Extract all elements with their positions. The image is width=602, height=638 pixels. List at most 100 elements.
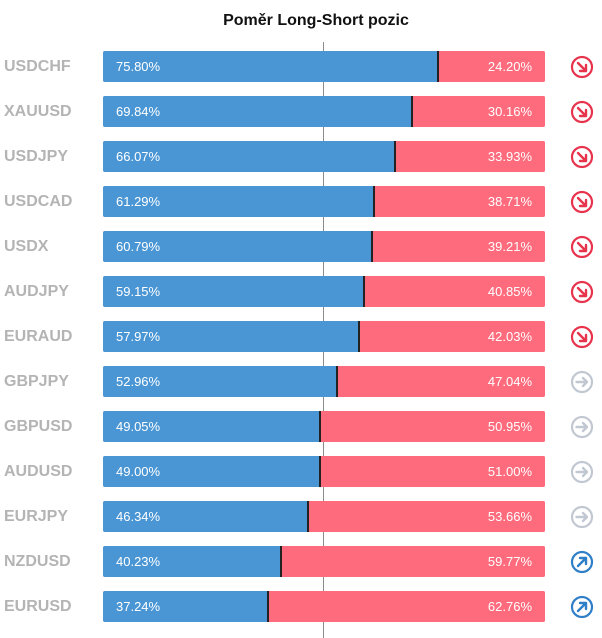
- ratio-row: EURAUD 57.97% 42.03%: [0, 321, 602, 352]
- pair-label: EURJPY: [4, 508, 69, 525]
- arrow-down-right-circle-icon: [570, 280, 594, 304]
- ratio-divider: [336, 366, 338, 397]
- long-percent: 60.79%: [116, 239, 161, 254]
- pair-label: USDJPY: [4, 148, 69, 165]
- ratio-divider: [411, 96, 413, 127]
- short-percent: 33.93%: [487, 149, 532, 164]
- long-percent: 69.84%: [116, 104, 161, 119]
- ratio-bar: 37.24% 62.76%: [103, 591, 545, 622]
- ratio-bar: 49.05% 50.95%: [103, 411, 545, 442]
- arrow-right-circle-icon: [570, 415, 594, 439]
- short-segment: [395, 141, 545, 172]
- pair-label: USDCHF: [4, 58, 71, 75]
- ratio-bar: 52.96% 47.04%: [103, 366, 545, 397]
- short-segment: [374, 186, 545, 217]
- long-segment: [103, 51, 438, 82]
- long-segment: [103, 276, 364, 307]
- long-percent: 40.23%: [116, 554, 161, 569]
- long-percent: 59.15%: [116, 284, 161, 299]
- ratio-divider: [307, 501, 309, 532]
- long-segment: [103, 231, 372, 262]
- ratio-row: EURUSD 37.24% 62.76%: [0, 591, 602, 622]
- long-percent: 61.29%: [116, 194, 161, 209]
- ratio-bar: 75.80% 24.20%: [103, 51, 545, 82]
- long-segment: [103, 546, 281, 577]
- short-percent: 51.00%: [487, 464, 532, 479]
- long-segment: [103, 141, 395, 172]
- short-percent: 59.77%: [487, 554, 532, 569]
- pair-label: USDCAD: [4, 193, 73, 210]
- short-segment: [268, 591, 545, 622]
- long-segment: [103, 501, 308, 532]
- ratio-row: USDCAD 61.29% 38.71%: [0, 186, 602, 217]
- ratio-bar: 40.23% 59.77%: [103, 546, 545, 577]
- ratio-bar: 69.84% 30.16%: [103, 96, 545, 127]
- arrow-right-circle-icon: [570, 505, 594, 529]
- ratio-bar: 46.34% 53.66%: [103, 501, 545, 532]
- short-segment: [320, 411, 545, 442]
- ratio-bar: 61.29% 38.71%: [103, 186, 545, 217]
- short-percent: 24.20%: [487, 59, 532, 74]
- chart-title: Poměr Long-Short pozic: [223, 12, 409, 29]
- short-percent: 62.76%: [487, 599, 532, 614]
- short-segment: [364, 276, 545, 307]
- pair-label: GBPUSD: [4, 418, 73, 435]
- ratio-row: NZDUSD 40.23% 59.77%: [0, 546, 602, 577]
- ratio-bar: 60.79% 39.21%: [103, 231, 545, 262]
- arrow-up-right-circle-icon: [570, 550, 594, 574]
- short-percent: 38.71%: [487, 194, 532, 209]
- long-segment: [103, 96, 412, 127]
- ratio-bar: 66.07% 33.93%: [103, 141, 545, 172]
- pair-label: AUDUSD: [4, 463, 73, 480]
- short-percent: 30.16%: [487, 104, 532, 119]
- short-percent: 40.85%: [487, 284, 532, 299]
- ratio-row: XAUUSD 69.84% 30.16%: [0, 96, 602, 127]
- pair-label: XAUUSD: [4, 103, 72, 120]
- arrow-down-right-circle-icon: [570, 100, 594, 124]
- ratio-divider: [358, 321, 360, 352]
- long-segment: [103, 366, 337, 397]
- ratio-row: AUDUSD 49.00% 51.00%: [0, 456, 602, 487]
- short-segment: [308, 501, 545, 532]
- arrow-down-right-circle-icon: [570, 190, 594, 214]
- long-percent: 57.97%: [116, 329, 161, 344]
- arrow-down-right-circle-icon: [570, 55, 594, 79]
- ratio-divider: [280, 546, 282, 577]
- ratio-bar: 49.00% 51.00%: [103, 456, 545, 487]
- short-segment: [438, 51, 545, 82]
- long-percent: 49.00%: [116, 464, 161, 479]
- short-percent: 50.95%: [487, 419, 532, 434]
- arrow-up-right-circle-icon: [570, 595, 594, 619]
- ratio-divider: [371, 231, 373, 262]
- pair-label: EURUSD: [4, 598, 72, 615]
- short-segment: [359, 321, 545, 352]
- ratio-row: EURJPY 46.34% 53.66%: [0, 501, 602, 532]
- short-percent: 53.66%: [487, 509, 532, 524]
- ratio-bar: 57.97% 42.03%: [103, 321, 545, 352]
- ratio-divider: [319, 456, 321, 487]
- arrow-down-right-circle-icon: [570, 235, 594, 259]
- ratio-row: USDCHF 75.80% 24.20%: [0, 51, 602, 82]
- ratio-row: AUDJPY 59.15% 40.85%: [0, 276, 602, 307]
- short-percent: 39.21%: [487, 239, 532, 254]
- ratio-row: USDX 60.79% 39.21%: [0, 231, 602, 262]
- pair-label: GBPJPY: [4, 373, 69, 390]
- ratio-bar: 59.15% 40.85%: [103, 276, 545, 307]
- ratio-row: GBPJPY 52.96% 47.04%: [0, 366, 602, 397]
- ratio-divider: [373, 186, 375, 217]
- arrow-right-circle-icon: [570, 370, 594, 394]
- long-segment: [103, 411, 320, 442]
- short-segment: [281, 546, 545, 577]
- pair-label: EURAUD: [4, 328, 73, 345]
- long-percent: 75.80%: [116, 59, 161, 74]
- short-segment: [320, 456, 545, 487]
- long-percent: 52.96%: [116, 374, 161, 389]
- pair-label: NZDUSD: [4, 553, 71, 570]
- short-segment: [372, 231, 545, 262]
- long-segment: [103, 186, 374, 217]
- ratio-divider: [394, 141, 396, 172]
- ratio-divider: [437, 51, 439, 82]
- arrow-down-right-circle-icon: [570, 145, 594, 169]
- ratio-divider: [267, 591, 269, 622]
